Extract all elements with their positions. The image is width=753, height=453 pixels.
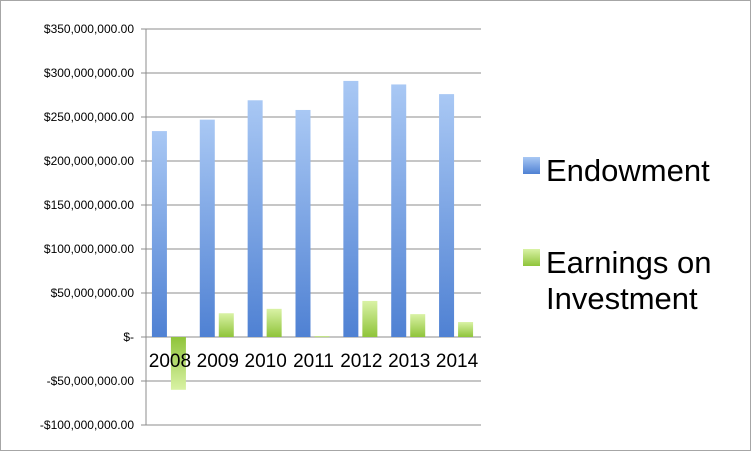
bar-endowment-2011 xyxy=(295,109,311,338)
x-category-label: 2013 xyxy=(388,351,430,372)
y-tick-label: $150,000,000.00 xyxy=(44,198,134,212)
legend-label: Investment xyxy=(546,281,698,316)
label-layer: $350,000,000.00 $300,000,000.00 $250,000,0… xyxy=(40,22,479,432)
y-tick-label: $200,000,000.00 xyxy=(44,154,134,168)
bar-earnings-on-investment-2010 xyxy=(266,308,282,337)
bar-endowment-2010 xyxy=(247,100,263,337)
y-tick-label: $- xyxy=(123,330,134,344)
y-tick-label: $350,000,000.00 xyxy=(44,22,134,36)
bar-earnings-on-investment-2009 xyxy=(218,313,234,337)
x-category-label: 2011 xyxy=(293,351,334,372)
y-tick-label: -$50,000,000.00 xyxy=(47,374,135,388)
y-tick-label: -$100,000,000.00 xyxy=(40,418,134,432)
bar-earnings-on-investment-2012 xyxy=(362,300,378,337)
x-category-label: 2014 xyxy=(436,351,479,372)
bar-layer xyxy=(151,80,474,390)
legend-label: Earnings on xyxy=(546,245,711,280)
bar-earnings-on-investment-2011 xyxy=(314,336,330,338)
bar-endowment-2008 xyxy=(151,131,167,337)
x-category-label: 2012 xyxy=(340,351,382,372)
x-category-label: 2010 xyxy=(245,351,287,372)
bar-endowment-2013 xyxy=(391,84,407,337)
bar-endowment-2012 xyxy=(343,80,359,338)
bar-earnings-on-investment-2014 xyxy=(458,322,474,337)
y-tick-label: $100,000,000.00 xyxy=(44,242,134,256)
x-category-label: 2009 xyxy=(197,351,239,372)
x-category-label: 2008 xyxy=(149,351,191,372)
y-tick-label: $50,000,000.00 xyxy=(51,286,135,300)
bar-earnings-on-investment-2013 xyxy=(410,314,426,337)
bar-endowment-2009 xyxy=(199,119,215,337)
bar-earnings-on-investment-2008 xyxy=(170,337,186,390)
legend-swatch-earnings-on-investment xyxy=(523,249,540,266)
legend-swatch-endowment xyxy=(523,157,540,174)
axis-layer xyxy=(141,28,147,426)
y-tick-label: $300,000,000.00 xyxy=(44,66,134,80)
legend-label: Endowment xyxy=(546,153,710,188)
y-tick-label: $250,000,000.00 xyxy=(44,110,134,124)
bar-endowment-2014 xyxy=(439,94,455,338)
